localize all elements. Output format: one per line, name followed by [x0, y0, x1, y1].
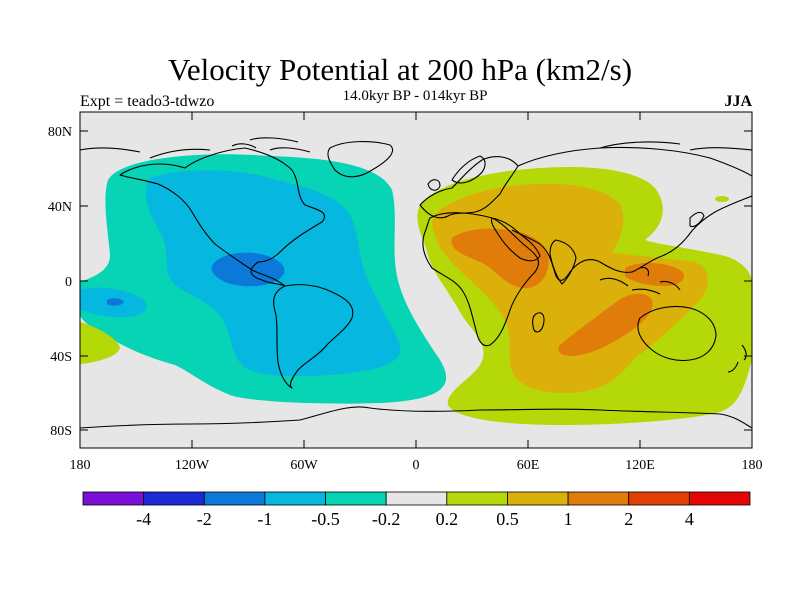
- lat-tick-label: 0: [65, 275, 72, 290]
- coastline-europe: [419, 156, 519, 219]
- colorbar-swatch: [446, 491, 508, 506]
- season-label: JJA: [724, 93, 752, 110]
- colorbar-label: -1: [257, 509, 272, 529]
- lat-tick-label: 40S: [50, 350, 72, 365]
- colorbar-label: 0.2: [436, 509, 459, 529]
- coastline-japan: [689, 211, 705, 228]
- colorbar-swatch: [264, 491, 326, 506]
- contour-neg-1-pacific: [107, 298, 124, 306]
- coastline-antarctica: [80, 406, 752, 429]
- colorbar-swatch: [688, 491, 751, 506]
- lon-tick-label: 180: [742, 458, 763, 473]
- coastline-asia: [511, 146, 752, 281]
- map-title: Velocity Potential at 200 hPa (km2/s): [167, 52, 633, 87]
- coastline-indonesia: [599, 266, 681, 295]
- coastline-africa: [422, 212, 540, 347]
- coastline-india: [549, 239, 577, 285]
- lat-tick-label: 80N: [48, 125, 72, 140]
- colorbar-swatch: [203, 491, 266, 506]
- colorbar-swatch: [143, 491, 205, 506]
- contour-fill-layer: [80, 154, 752, 426]
- coastline-arctic-islands: [231, 137, 311, 153]
- lon-tick-label: 120W: [175, 458, 210, 473]
- lon-tick-label: 60E: [517, 458, 540, 473]
- coastline-south-america: [273, 284, 354, 389]
- colorbar-label: -2: [197, 509, 212, 529]
- coastline-north-america: [119, 147, 326, 287]
- coastlines: [80, 137, 752, 429]
- contour-pos-0.2-east-edge: [744, 290, 752, 308]
- colorbar-swatch: [325, 491, 387, 506]
- colorbar-swatch: [385, 491, 448, 506]
- contour-pos-1-arabian: [451, 228, 549, 289]
- colorbar-label: 1: [564, 509, 573, 529]
- lon-tick-label: 120E: [625, 458, 655, 473]
- lon-tick-label: 0: [413, 458, 420, 473]
- colorbar-label: -0.2: [372, 509, 401, 529]
- colorbar-label: 4: [685, 509, 694, 529]
- lat-tick-label: 80S: [50, 424, 72, 439]
- colorbar-label: 0.5: [496, 509, 519, 529]
- lon-tick-label: 60W: [290, 458, 318, 473]
- coastline-madagascar: [532, 312, 545, 333]
- axis-ticks: [79, 112, 753, 448]
- lon-tick-label: 180: [70, 458, 91, 473]
- coastline-greenland: [327, 141, 394, 178]
- coastline-scandinavia: [427, 155, 486, 191]
- contour-pos-0.2-pacific: [715, 196, 729, 202]
- colorbar-label: -0.5: [311, 509, 340, 529]
- colorbar-swatch: [628, 491, 690, 506]
- colorbar-swatch: [567, 491, 630, 506]
- colorbar-label: -4: [136, 509, 151, 529]
- colorbar-label: 2: [624, 509, 633, 529]
- coastline-arabia: [490, 217, 541, 262]
- contour-pos-1-maritime: [625, 262, 685, 286]
- period-label: 14.0kyr BP - 014kyr BP: [342, 88, 488, 104]
- contour-pos-1-indian: [558, 293, 653, 356]
- colorbar-swatch: [507, 491, 569, 506]
- lat-tick-label: 40N: [48, 200, 72, 215]
- colorbar: -4 -2 -1 -0.5 -0.2 0.2 0.5 1 2 4: [82, 491, 751, 529]
- colorbar-swatch: [82, 491, 145, 506]
- coastline-australia: [637, 305, 717, 362]
- experiment-label: Expt = teado3-tdwzo: [80, 93, 215, 110]
- contour-pos-0.2-southwest: [80, 322, 120, 364]
- coastline-arctic: [80, 141, 752, 159]
- coastline-new-zealand: [727, 344, 747, 373]
